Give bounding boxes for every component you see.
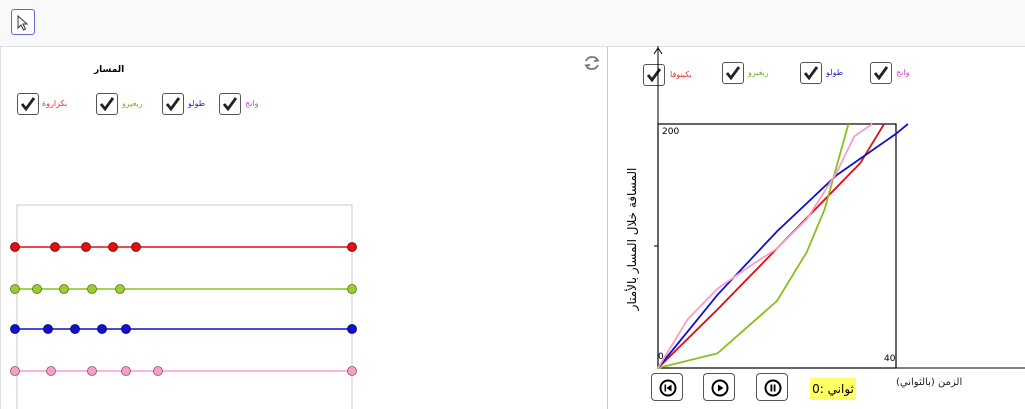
track-frame [16,204,353,409]
track-dot-green [87,284,97,294]
checkbox-right-green-label: ريغيرو [748,68,769,77]
path-title: المسار [94,65,125,75]
track-dot-blue [10,324,20,334]
panel-divider [607,47,608,409]
track-dot-pink [153,366,163,376]
track-dot-blue [121,324,131,334]
checkbox-right-green[interactable] [722,62,744,84]
series-line-2 [657,123,909,369]
track-dot-blue [70,324,80,334]
move-tool-button[interactable] [11,9,35,35]
track-dot-blue [347,324,357,334]
check-icon [803,66,819,81]
checkbox-right-blue[interactable] [800,62,822,84]
track-view [10,204,357,409]
series-line-0 [657,123,885,369]
y-axis-arrow [653,47,663,55]
checkbox-right-red[interactable] [643,64,665,86]
track-dot-pink [347,366,357,376]
checkbox-left-pink[interactable] [219,93,241,115]
checkbox-left-green[interactable] [96,93,118,115]
reset-button[interactable] [651,373,683,401]
refresh-icon[interactable] [583,54,601,72]
x-axis-label: الزمن (بالثواني) [896,377,963,388]
checkbox-right-pink-label: وانج [896,68,910,77]
check-icon [725,66,741,81]
checkbox-right-red-label: بكينوفا [670,70,692,79]
series-line-1 [657,123,850,369]
track-dot-pink [10,366,20,376]
check-icon [20,97,36,112]
checkbox-right-blue-label: طولو [826,68,844,77]
skip-back-icon [659,379,677,397]
check-icon [222,97,238,112]
toolbar [0,0,1025,47]
track-dot-pink [46,366,56,376]
y-tick-max: 200 [662,127,680,137]
pause-icon [764,379,782,397]
checkbox-left-red[interactable] [17,93,39,115]
checkbox-left-red-label: بكزاروة [42,99,68,108]
cursor-arrow-icon [17,15,29,31]
checkbox-left-blue-label: طولو [188,99,206,108]
time-readout: ثواني :0 [810,378,856,400]
track-dot-red [347,242,357,252]
check-icon [646,68,662,83]
x-tick-max: 40 [884,354,896,364]
plot-frame [657,123,897,369]
series-line-3 [657,123,873,369]
play-icon [711,379,729,397]
track-dot-red [108,242,118,252]
track-dot-red [10,242,20,252]
track-dot-green [115,284,125,294]
pause-button[interactable] [756,373,788,401]
track-dot-pink [121,366,131,376]
y-axis-label: المسافة خلال المسار بالأمتار [625,167,639,311]
checkbox-left-green-label: ريغيرو [122,99,143,108]
track-dot-red [50,242,60,252]
checkbox-right-pink[interactable] [870,62,892,84]
track-dot-red [131,242,141,252]
track-dot-blue [97,324,107,334]
check-icon [873,66,889,81]
track-dot-pink [87,366,97,376]
track-dot-red [81,242,91,252]
track-dot-green [347,284,357,294]
checkbox-left-blue[interactable] [162,93,184,115]
track-dot-green [32,284,42,294]
track-dot-blue [43,324,53,334]
checkbox-left-pink-label: وانج [245,99,259,108]
track-dot-green [10,284,20,294]
play-button[interactable] [703,373,735,401]
track-dot-green [59,284,69,294]
check-icon [99,97,115,112]
left-border [0,47,1,409]
distance-time-chart [653,46,1025,369]
check-icon [165,97,181,112]
origin-tick: 0 [658,352,664,362]
